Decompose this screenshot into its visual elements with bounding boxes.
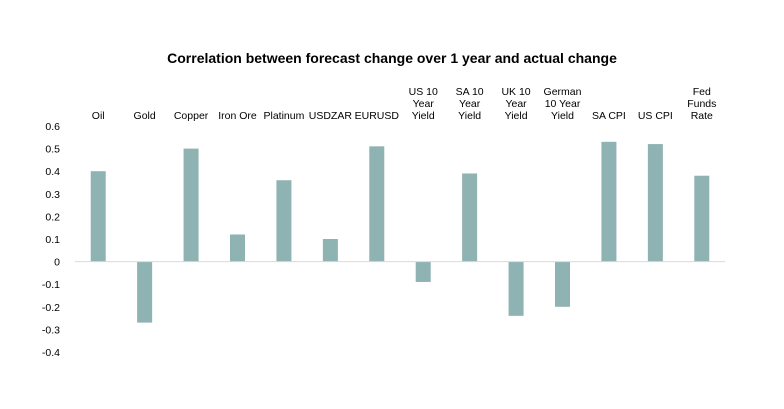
- category-label-line: Year: [505, 98, 527, 110]
- category-label-line: USDZAR: [309, 110, 353, 122]
- bar: [322, 239, 338, 262]
- y-tick-label: -0.2: [42, 302, 60, 314]
- category-label: US CPI: [638, 110, 673, 122]
- category-label: US 10 Year Yield: [409, 86, 438, 122]
- category-label: USDZAR: [309, 110, 353, 122]
- category-label-line: Year: [459, 98, 481, 110]
- category-label: Iron Ore: [218, 110, 257, 122]
- category-labels: Oil Gold Copper Iron Ore Platinum USDZAR EURUS…: [92, 86, 717, 122]
- bar: [555, 261, 570, 307]
- category-label-line: Copper: [174, 110, 209, 122]
- y-tick-label: 0.5: [45, 144, 60, 156]
- bar: [137, 261, 153, 323]
- category-label-line: 10 Year: [545, 98, 581, 110]
- category-label-line: US 10: [409, 86, 438, 98]
- bar: [462, 173, 478, 262]
- bar: [90, 171, 106, 262]
- bar: [694, 175, 710, 262]
- category-label: Copper: [174, 110, 209, 122]
- category-label-line: Yield: [551, 110, 574, 122]
- y-tick-label: -0.4: [42, 347, 60, 359]
- bar: [415, 261, 431, 282]
- category-label-line: Rate: [691, 110, 713, 122]
- category-label-line: Funds: [687, 98, 716, 110]
- category-label-line: Iron Ore: [218, 110, 257, 122]
- category-label-line: Fed: [693, 86, 711, 98]
- category-label: Oil: [92, 110, 105, 122]
- category-label-line: SA CPI: [592, 110, 626, 122]
- y-tick-label: 0.4: [45, 166, 60, 178]
- category-label-line: Year: [413, 98, 435, 110]
- category-label: SA CPI: [592, 110, 626, 122]
- y-tick-label: 0: [54, 257, 60, 269]
- category-label-line: Yield: [505, 110, 528, 122]
- category-label-line: Gold: [134, 110, 156, 122]
- category-label-line: Yield: [412, 110, 435, 122]
- category-label-line: SA 10: [456, 86, 484, 98]
- bar: [230, 234, 245, 262]
- bar: [369, 146, 385, 262]
- y-tick-label: -0.3: [42, 324, 60, 336]
- y-tick-label: 0.6: [45, 121, 60, 133]
- bar: [508, 261, 524, 316]
- chart-title: Correlation between forecast change over…: [167, 50, 617, 66]
- category-label-line: German: [544, 86, 582, 98]
- category-label: EURUSD: [355, 110, 400, 122]
- category-label: Gold: [134, 110, 156, 122]
- bar: [647, 144, 663, 262]
- category-label-line: Yield: [458, 110, 481, 122]
- category-label: SA 10 Year Yield: [456, 86, 484, 122]
- y-tick-label: 0.1: [45, 234, 60, 246]
- bar: [601, 141, 617, 262]
- category-label: Fed Funds Rate: [687, 86, 716, 122]
- y-tick-label: -0.1: [42, 279, 60, 291]
- y-tick-label: 0.3: [45, 189, 60, 201]
- category-label: German 10 Year Yield: [544, 86, 582, 122]
- category-label-line: EURUSD: [355, 110, 400, 122]
- bar: [276, 180, 292, 262]
- category-label-line: UK 10: [501, 86, 530, 98]
- category-label-line: Oil: [92, 110, 105, 122]
- category-label: UK 10 Year Yield: [501, 86, 530, 122]
- category-label-line: Platinum: [263, 110, 304, 122]
- category-label-line: US CPI: [638, 110, 673, 122]
- y-tick-label: 0.2: [45, 211, 60, 223]
- category-label: Platinum: [263, 110, 304, 122]
- y-axis-ticks: 0.6 0.5 0.4 0.3 0.2 0.1 0 -0.1 -0.2 -0.3 -0.4: [42, 121, 60, 359]
- bars: [90, 141, 710, 323]
- bar: [183, 148, 199, 262]
